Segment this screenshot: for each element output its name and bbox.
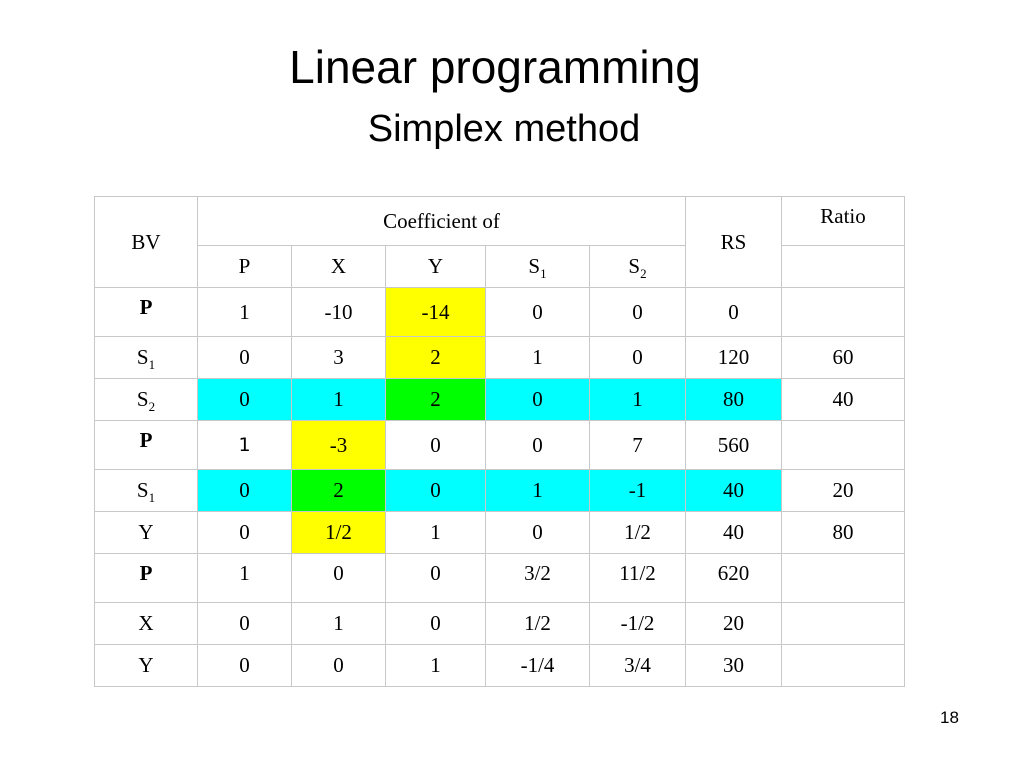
rs-cell: 80: [685, 378, 783, 421]
table-row: S1 0 2 0 1 -1 40 20: [94, 469, 906, 512]
table-cell: 1/2: [588, 511, 687, 554]
header-rs: RS: [685, 196, 783, 288]
table-cell: 0: [385, 469, 486, 512]
header-row: BV Coefficient of RS Ratio: [94, 196, 906, 288]
table-cell: 0: [197, 644, 292, 687]
ratio-cell: 40: [781, 378, 906, 421]
table-cell: 11/2: [588, 553, 687, 603]
table-cell: 0: [485, 420, 590, 470]
table-row: X 0 1 0 1/2 -1/2 20: [94, 602, 906, 645]
ratio-cell: [781, 553, 906, 603]
ratio-cell: [781, 420, 906, 470]
simplex-table: BV Coefficient of RS Ratio P X Y S1 S2 P…: [94, 196, 906, 687]
ratio-cell: 20: [781, 469, 906, 512]
table-cell: 0: [291, 553, 386, 603]
rs-cell: 40: [685, 469, 783, 512]
table-cell: 0: [588, 287, 687, 337]
table-cell: 0: [485, 378, 590, 421]
bv-cell: P: [94, 553, 198, 603]
header-bv: BV: [94, 196, 198, 288]
ratio-cell: [781, 644, 906, 687]
table-cell: 0: [485, 511, 590, 554]
table-cell: 1: [385, 644, 486, 687]
table-cell: 0: [197, 378, 292, 421]
table-cell: 0: [291, 644, 386, 687]
table-cell: 2: [385, 336, 486, 379]
table-cell: 1: [385, 511, 486, 554]
table-cell: 0: [197, 469, 292, 512]
page-number: 18: [940, 708, 959, 727]
bv-cell: Y: [94, 511, 198, 554]
table-cell: 0: [197, 336, 292, 379]
table-row: S1 0 3 2 1 0 120 60: [94, 336, 906, 379]
table-cell: 0: [197, 602, 292, 645]
table-row: P 1 -10 -14 0 0 0: [94, 287, 906, 337]
table-cell: 0: [385, 420, 486, 470]
pivot-cell: 2: [291, 469, 386, 512]
table-cell: 1/2: [485, 602, 590, 645]
table-cell: 3: [291, 336, 386, 379]
table-row: Y 0 1/2 1 0 1/2 40 80: [94, 511, 906, 554]
bv-cell: P: [94, 287, 198, 337]
header-ratio: Ratio: [781, 196, 906, 246]
table-cell: 1: [485, 336, 590, 379]
ratio-cell: [781, 287, 906, 337]
header-col-p: P: [197, 245, 292, 288]
table-row: P 1 -3 0 0 7 560: [94, 420, 906, 470]
rs-cell: 0: [685, 287, 783, 337]
header-subrow: P X Y S1 S2: [95, 245, 906, 288]
table-cell: 0: [197, 511, 292, 554]
table-cell: -1: [588, 469, 687, 512]
ratio-cell: [781, 602, 906, 645]
bv-cell: S1: [94, 336, 198, 379]
header-col-y: Y: [385, 245, 486, 288]
table-cell: 1: [197, 553, 292, 603]
table-cell: 1: [485, 469, 590, 512]
table-cell: 1: [197, 287, 292, 337]
table-row: P 1 0 0 3/2 11/2 620: [94, 553, 906, 603]
table-cell: 1: [291, 378, 386, 421]
table-cell: 0: [485, 287, 590, 337]
table-cell: 1: [197, 420, 292, 470]
bv-cell: X: [94, 602, 198, 645]
header-coefficient-of: Coefficient of: [196, 196, 687, 246]
table-cell: 1: [291, 602, 386, 645]
table-cell: 0: [385, 553, 486, 603]
slide-subtitle: Simplex method: [367, 108, 641, 150]
table-cell: -3: [291, 420, 386, 470]
table-cell: 1/2: [291, 511, 386, 554]
table-cell: 0: [588, 336, 687, 379]
bv-cell: S2: [94, 378, 198, 421]
table-row: S2 0 1 2 0 1 80 40: [94, 378, 906, 421]
table-cell: 1: [588, 378, 687, 421]
table-cell: 0: [385, 602, 486, 645]
rs-cell: 30: [685, 644, 783, 687]
table-cell: 3/2: [485, 553, 590, 603]
table-cell: 7: [588, 420, 687, 470]
bv-cell: S1: [94, 469, 198, 512]
table-row: Y 0 0 1 -1/4 3/4 30: [94, 644, 906, 687]
ratio-cell: 80: [781, 511, 906, 554]
bv-cell: Y: [94, 644, 198, 687]
ratio-cell: 60: [781, 336, 906, 379]
table-cell: -1/4: [485, 644, 590, 687]
pivot-cell: 2: [385, 378, 486, 421]
header-col-s1: S1: [485, 245, 590, 288]
slide-title: Linear programming: [289, 41, 701, 93]
rs-cell: 40: [685, 511, 783, 554]
header-col-s2: S2: [588, 245, 687, 288]
header-col-x: X: [291, 245, 386, 288]
table-cell: -14: [385, 287, 486, 337]
rs-cell: 560: [685, 420, 783, 470]
bv-cell: P: [94, 420, 198, 470]
table-cell: 3/4: [588, 644, 687, 687]
rs-cell: 20: [685, 602, 783, 645]
rs-cell: 620: [685, 553, 783, 603]
header-ratio-blank: [781, 245, 906, 288]
table-cell: -1/2: [588, 602, 687, 645]
rs-cell: 120: [685, 336, 783, 379]
table-cell: -10: [291, 287, 386, 337]
